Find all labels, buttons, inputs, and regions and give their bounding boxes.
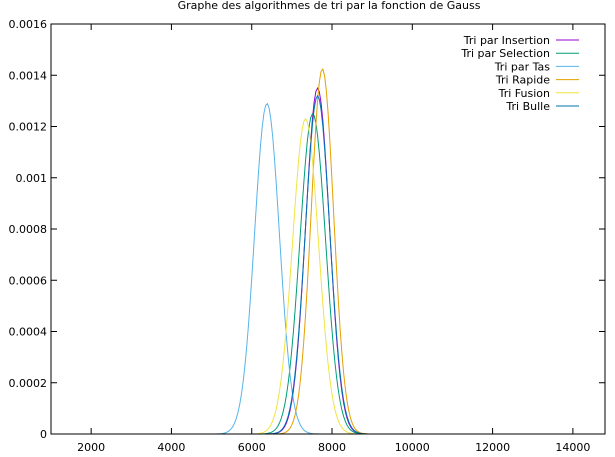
series-line-tri-par-selection [51, 112, 605, 435]
legend-label-tri-par-selection: Tri par Selection [460, 47, 550, 60]
y-tick-label: 0.0016 [9, 18, 48, 31]
y-tick-label: 0.0004 [9, 326, 48, 339]
y-tick-label: 0 [40, 428, 47, 441]
x-tick-label: 14000 [555, 441, 590, 454]
legend-label-tri-bulle: Tri Bulle [505, 100, 550, 113]
y-tick-label: 0.0002 [9, 377, 48, 390]
x-tick-label: 10000 [395, 441, 430, 454]
plot-frame [50, 23, 606, 435]
x-axis: 2000 4000 6000 8000 10000 12000 14000 [77, 24, 590, 454]
chart-title: Graphe des algorithmes de tri par la fon… [178, 0, 481, 12]
series-lines [51, 68, 605, 435]
legend-label-tri-par-insertion: Tri par Insertion [463, 34, 550, 47]
y-axis: 0 0.0002 0.0004 0.0006 0.0008 0.001 0.0012 0.00… [9, 18, 605, 441]
y-tick-label: 0.0012 [9, 121, 48, 134]
x-tick-label: 4000 [157, 441, 185, 454]
y-tick-label: 0.001 [16, 172, 48, 185]
legend-label-tri-par-tas: Tri par Tas [494, 60, 551, 73]
x-tick-label: 12000 [475, 441, 510, 454]
series-line-tri-par-tas [51, 102, 605, 435]
x-tick-label: 8000 [318, 441, 346, 454]
y-tick-label: 0.0014 [9, 69, 48, 82]
legend-label-tri-rapide: Tri Rapide [495, 74, 550, 87]
y-tick-label: 0.0008 [9, 223, 48, 236]
series-line-tri-bulle [51, 94, 605, 435]
x-tick-label: 6000 [238, 441, 266, 454]
y-tick-label: 0.0006 [9, 274, 48, 287]
series-line-tri-rapide [51, 68, 605, 435]
legend-label-tri-fusion: Tri Fusion [498, 87, 550, 100]
series-line-tri-par-insertion [51, 86, 605, 435]
x-tick-label: 2000 [77, 441, 105, 454]
